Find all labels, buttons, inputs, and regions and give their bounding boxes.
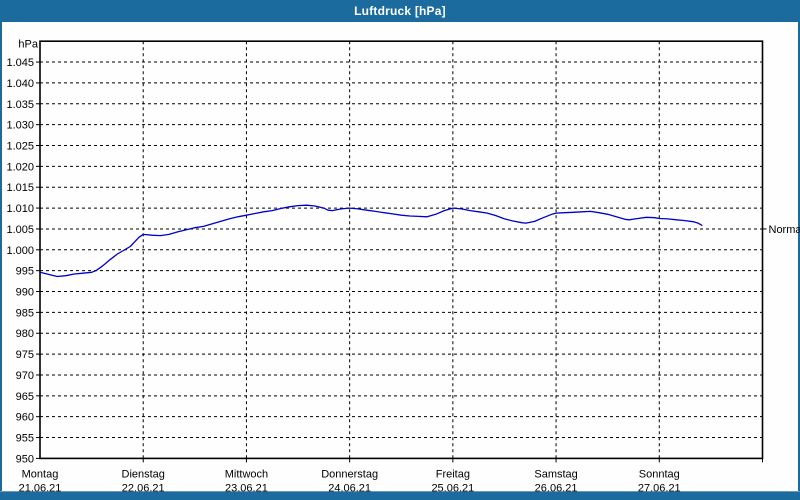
y-tick-label: 990 xyxy=(16,287,34,299)
window-frame-right xyxy=(798,0,800,500)
date-label: 27.06.21 xyxy=(638,482,681,494)
date-label: 21.06.21 xyxy=(19,482,62,494)
day-label: Freitag xyxy=(436,468,470,480)
pressure-line xyxy=(39,204,703,278)
y-tick-label: 965 xyxy=(16,391,34,403)
day-label: Sonntag xyxy=(639,468,680,480)
window-titlebar: Luftdruck [hPa] xyxy=(0,0,800,22)
day-label: Samstag xyxy=(534,468,577,480)
window-frame-left xyxy=(0,0,2,500)
date-label: 23.06.21 xyxy=(225,482,268,494)
date-label: 22.06.21 xyxy=(122,482,165,494)
y-tick-label: 950 xyxy=(16,453,34,465)
y-tick-label: 1.000 xyxy=(6,245,34,257)
y-tick-label: 1.010 xyxy=(6,203,34,215)
y-tick-label: 970 xyxy=(16,370,34,382)
day-label: Montag xyxy=(22,468,59,480)
y-tick-label: 1.045 xyxy=(6,57,34,69)
y-tick-label: 955 xyxy=(16,433,34,445)
y-tick-label: 985 xyxy=(16,307,34,319)
day-label: Mittwoch xyxy=(225,468,268,480)
day-label: Dienstag xyxy=(122,468,165,480)
y-tick-label: 1.025 xyxy=(6,141,34,153)
date-label: 26.06.21 xyxy=(535,482,578,494)
y-tick-label: 975 xyxy=(16,349,34,361)
y-tick-label: 960 xyxy=(16,412,34,424)
y-tick-label: 1.020 xyxy=(6,161,34,173)
y-tick-label: 1.015 xyxy=(6,182,34,194)
y-tick-label: 1.030 xyxy=(6,120,34,132)
y-tick-label: 980 xyxy=(16,328,34,340)
date-label: 24.06.21 xyxy=(328,482,371,494)
window-title: Luftdruck [hPa] xyxy=(354,4,446,18)
normal-annotation-label: Normal xyxy=(769,224,800,236)
window-bottom-bar xyxy=(0,491,800,500)
day-label: Donnerstag xyxy=(321,468,378,480)
y-tick-label: 995 xyxy=(16,266,34,278)
date-label: 25.06.21 xyxy=(431,482,474,494)
y-tick-label: 1.005 xyxy=(6,224,34,236)
y-tick-label: 1.040 xyxy=(6,78,34,90)
y-tick-label: 1.035 xyxy=(6,99,34,111)
y-axis-unit-label: hPa xyxy=(18,39,38,51)
